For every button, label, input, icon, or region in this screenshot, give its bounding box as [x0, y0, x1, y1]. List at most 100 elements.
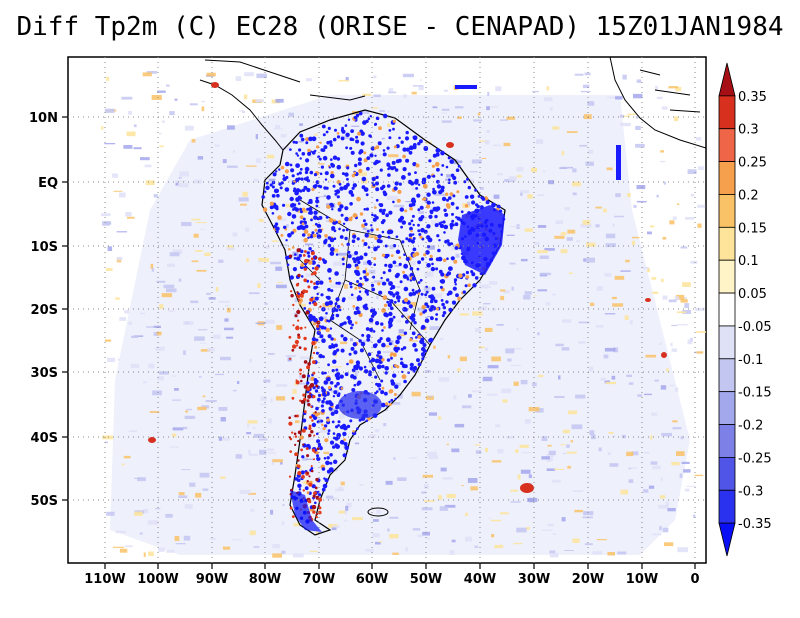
field-patch — [443, 89, 448, 92]
field-patch — [479, 306, 488, 311]
station-dot — [393, 346, 398, 352]
field-patch — [418, 210, 424, 214]
station-dot — [285, 175, 289, 180]
station-dot — [368, 262, 372, 266]
field-patch — [510, 364, 521, 367]
field-patch — [598, 447, 602, 452]
station-dot — [332, 137, 337, 142]
andes-dot — [310, 257, 314, 261]
field-patch — [379, 153, 383, 156]
east-edge-cool-streak — [616, 145, 621, 180]
station-dot — [319, 280, 324, 285]
station-dot — [346, 265, 349, 268]
field-patch — [106, 76, 110, 81]
field-patch — [159, 132, 162, 135]
station-dot — [412, 162, 417, 167]
station-dot — [402, 346, 407, 350]
station-dot — [417, 281, 421, 284]
station-dot — [329, 251, 335, 256]
station-dot — [315, 204, 319, 208]
station-dot — [289, 148, 292, 151]
andes-dot — [304, 326, 307, 329]
field-patch — [666, 368, 669, 372]
field-patch — [520, 192, 523, 196]
andes-dot — [318, 510, 322, 515]
station-dot — [335, 405, 340, 410]
station-dot — [373, 248, 377, 252]
field-patch — [196, 269, 207, 272]
field-patch — [484, 327, 493, 332]
field-patch — [446, 174, 454, 178]
station-dot — [315, 180, 320, 185]
station-dot — [457, 164, 461, 168]
field-patch — [323, 194, 326, 197]
station-dot — [339, 235, 344, 239]
station-dot — [420, 292, 424, 296]
station-dot — [365, 278, 369, 282]
station-dot — [344, 206, 349, 211]
field-patch — [583, 114, 592, 120]
field-patch — [540, 272, 552, 276]
field-patch — [153, 194, 158, 198]
field-patch — [158, 547, 165, 552]
station-dot — [408, 292, 413, 297]
station-dot — [383, 303, 388, 308]
field-patch — [305, 243, 313, 246]
station-dot — [371, 367, 376, 371]
field-patch — [128, 321, 132, 325]
field-patch — [531, 167, 537, 173]
station-dot — [400, 140, 404, 144]
station-dot — [327, 429, 331, 433]
station-dot — [275, 230, 279, 234]
station-dot — [388, 403, 392, 406]
station-dot — [335, 444, 340, 449]
field-patch — [520, 469, 531, 474]
field-patch — [113, 546, 124, 548]
station-dot — [357, 161, 362, 166]
station-dot — [398, 262, 402, 266]
field-patch — [175, 180, 187, 183]
station-dot — [284, 169, 289, 174]
station-dot — [313, 173, 318, 177]
station-dot — [434, 161, 440, 167]
field-patch — [628, 382, 634, 385]
station-dot — [424, 302, 429, 306]
lon-tick-label: 10W — [626, 572, 658, 587]
field-patch — [292, 553, 304, 558]
field-patch — [475, 450, 482, 454]
station-dot — [307, 236, 310, 239]
station-dot — [363, 369, 369, 374]
field-patch — [544, 97, 553, 102]
field-patch — [684, 488, 690, 492]
field-patch — [267, 448, 274, 452]
station-dot — [330, 337, 334, 341]
station-dot — [339, 323, 344, 327]
field-patch — [513, 381, 519, 386]
field-patch — [183, 350, 186, 355]
field-patch — [275, 125, 281, 129]
station-dot — [340, 387, 344, 390]
field-patch — [299, 466, 302, 471]
field-patch — [389, 244, 394, 250]
station-dot — [386, 278, 390, 282]
station-dot — [382, 281, 387, 286]
andes-dot — [301, 428, 306, 433]
field-patch — [687, 339, 693, 345]
station-dot — [316, 232, 319, 235]
station-dot — [435, 257, 440, 262]
field-patch — [677, 547, 688, 553]
field-patch — [676, 294, 685, 300]
field-patch — [451, 539, 456, 543]
field-patch — [568, 272, 573, 274]
field-patch — [528, 474, 532, 478]
field-patch — [609, 463, 619, 467]
station-dot — [359, 277, 363, 280]
field-patch — [330, 284, 341, 288]
lat-tick-label: 10S — [31, 240, 58, 255]
station-dot — [327, 386, 332, 390]
field-patch — [178, 278, 182, 282]
field-patch — [419, 79, 423, 81]
station-dot — [444, 212, 449, 217]
field-patch — [248, 453, 258, 456]
station-dot — [329, 279, 332, 283]
